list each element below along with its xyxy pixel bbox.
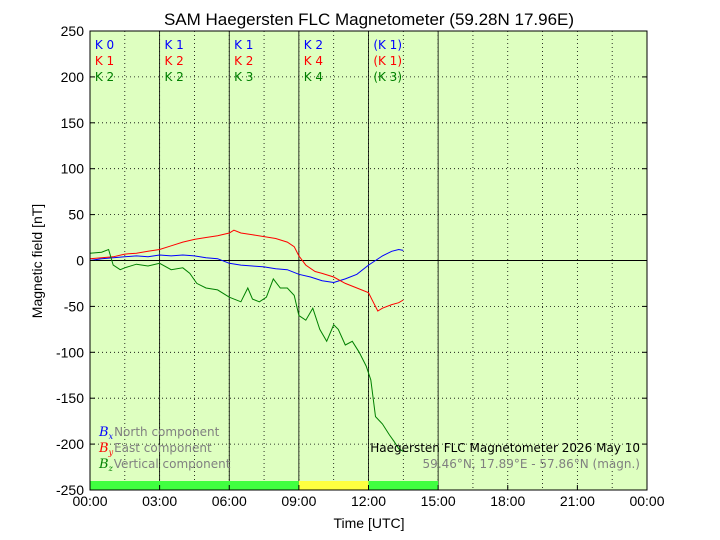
y-tick-label: 250 [61,23,85,39]
x-axis-ticks: 00:00 03:00 06:00 09:00 12:00 15:00 18:00 21:00… [72,485,665,509]
activity-segment [298,481,369,490]
x-tick-label: 21:00 [560,493,595,509]
activity-bar [90,481,439,490]
k-index-label: (K 1) [373,54,402,68]
x-tick-label: 06:00 [212,493,247,509]
y-tick-label: 200 [61,69,85,85]
y-tick-label: -200 [56,436,84,452]
legend-entry: BzVertical component [98,457,231,473]
k-index-label: K 1 [164,38,183,52]
legend-entry: ByEast component [98,441,212,457]
k-index-label: K 2 [234,54,253,68]
y-axis-label: Magnetic field [nT] [29,204,45,318]
x-tick-label: 09:00 [281,493,316,509]
k-index-label: K 2 [95,70,114,84]
series-y-line [89,229,404,312]
series-layer [89,229,404,452]
y-tick-label: -250 [56,482,84,498]
activity-segment [368,481,439,490]
activity-segment [90,481,299,490]
y-tick-label: -50 [64,298,84,314]
chart-title: SAM Haegersten FLC Magnetometer (59.28N … [164,10,574,29]
k-index-labels: K 0 K 1 K 1 K 2 (K 1) K 1 K 2 K 2 K 4 (K 1) K 2 K 2… [95,38,402,84]
k-index-label: (K 3) [373,70,402,84]
station-info-coordinates: 59.46°N, 17.89°E - 57.86°N (magn.) [423,457,640,471]
k-index-label: K 4 [304,54,323,68]
k-index-label: K 2 [164,54,183,68]
y-tick-label: 100 [61,161,85,177]
y-tick-label: -150 [56,390,84,406]
k-index-label: K 2 [304,38,323,52]
k-index-label: K 3 [234,70,253,84]
y-tick-label: 0 [76,253,84,269]
x-axis-label: Time [UTC] [333,515,404,531]
k-index-label: (K 1) [373,38,402,52]
k-index-label: K 4 [304,70,323,84]
k-index-label: K 1 [95,54,114,68]
x-tick-label: 03:00 [142,493,177,509]
x-tick-label: 18:00 [490,493,525,509]
legend-entry: BxNorth component [98,425,220,441]
x-tick-label: 15:00 [421,493,456,509]
k-index-label: K 0 [95,38,114,52]
k-index-label: K 1 [234,38,253,52]
series-z-line [89,248,404,452]
series-x-line [89,248,404,284]
x-tick-label: 00:00 [72,493,107,509]
y-tick-label: 150 [61,115,85,131]
x-tick-label: 12:00 [351,493,386,509]
x-tick-label: 00:00 [629,493,664,509]
k-index-label: K 2 [164,70,183,84]
y-tick-label: 50 [68,207,84,223]
y-tick-label: -100 [56,344,84,360]
station-info-title: Haegersten FLC Magnetometer 2026 May 10 [370,441,640,455]
y-axis-ticks: -250 -200 -150 -100 -50 0 50 100 150 200 250 [56,23,647,498]
